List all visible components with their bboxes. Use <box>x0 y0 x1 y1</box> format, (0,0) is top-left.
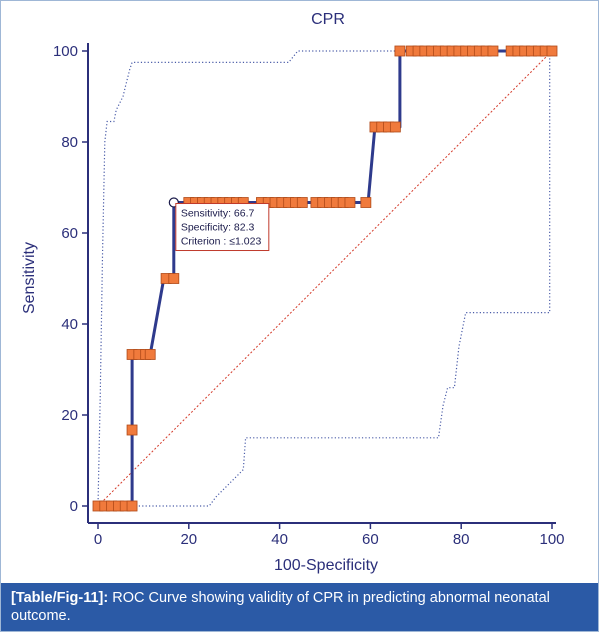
y-tick-label-40: 40 <box>61 316 78 333</box>
roc-marker-34 <box>344 197 356 208</box>
annotation-criterion: Criterion : ≤1.023 <box>181 236 262 248</box>
diagonal-reference <box>97 50 553 507</box>
annotation-specificity: Specificity: 82.3 <box>181 222 255 234</box>
y-tick-label-100: 100 <box>53 43 78 60</box>
x-tick-label-40: 40 <box>271 531 288 548</box>
roc-marker-28 <box>296 197 308 208</box>
roc-markers <box>92 45 558 512</box>
figure-caption: [Table/Fig-11]: ROC Curve showing validi… <box>1 583 598 631</box>
criterion-annotation: Sensitivity: 66.7 Specificity: 82.3 Crit… <box>175 203 270 252</box>
y-tick-label-60: 60 <box>61 225 78 242</box>
x-tick-label-20: 20 <box>180 531 197 548</box>
upper-confidence-line <box>97 50 552 507</box>
y-tick-label-80: 80 <box>61 134 78 151</box>
confidence-bands <box>97 50 552 507</box>
roc-marker-10 <box>144 349 156 360</box>
lower-confidence-line <box>98 50 552 507</box>
caption-text: ROC Curve showing validity of CPR in pre… <box>11 590 550 624</box>
roc-curve <box>98 49 552 508</box>
chart-title: CPR <box>311 11 345 28</box>
diagonal-line <box>97 50 553 507</box>
axes: 0 20 40 60 80 100 0 20 40 60 80 100 <box>53 43 565 548</box>
roc-marker-39 <box>389 121 401 133</box>
y-tick-label-0: 0 <box>70 498 78 515</box>
roc-curve-line <box>98 49 552 508</box>
x-tick-label-0: 0 <box>94 531 102 548</box>
annotation-box <box>175 203 270 252</box>
y-axis-label: Sensitivity <box>21 242 38 314</box>
x-tick-label-60: 60 <box>362 531 379 548</box>
roc-marker-5 <box>126 500 138 512</box>
roc-marker-35 <box>360 197 372 208</box>
annotation-sensitivity: Sensitivity: 66.7 <box>181 208 255 220</box>
roc-chart: 0 20 40 60 80 100 0 20 40 60 80 100 CPR 100-Specifi… <box>21 11 565 574</box>
x-tick-label-100: 100 <box>539 531 564 548</box>
roc-marker-60 <box>546 45 558 57</box>
x-axis-label: 100-Specificity <box>274 557 378 574</box>
roc-marker-40 <box>394 45 406 57</box>
roc-marker-6 <box>126 424 138 436</box>
caption-reference: [Table/Fig-11]: <box>11 590 109 606</box>
roc-marker-12 <box>168 273 180 284</box>
x-tick-label-80: 80 <box>453 531 470 548</box>
roc-marker-53 <box>487 45 499 57</box>
y-tick-label-20: 20 <box>61 407 78 424</box>
